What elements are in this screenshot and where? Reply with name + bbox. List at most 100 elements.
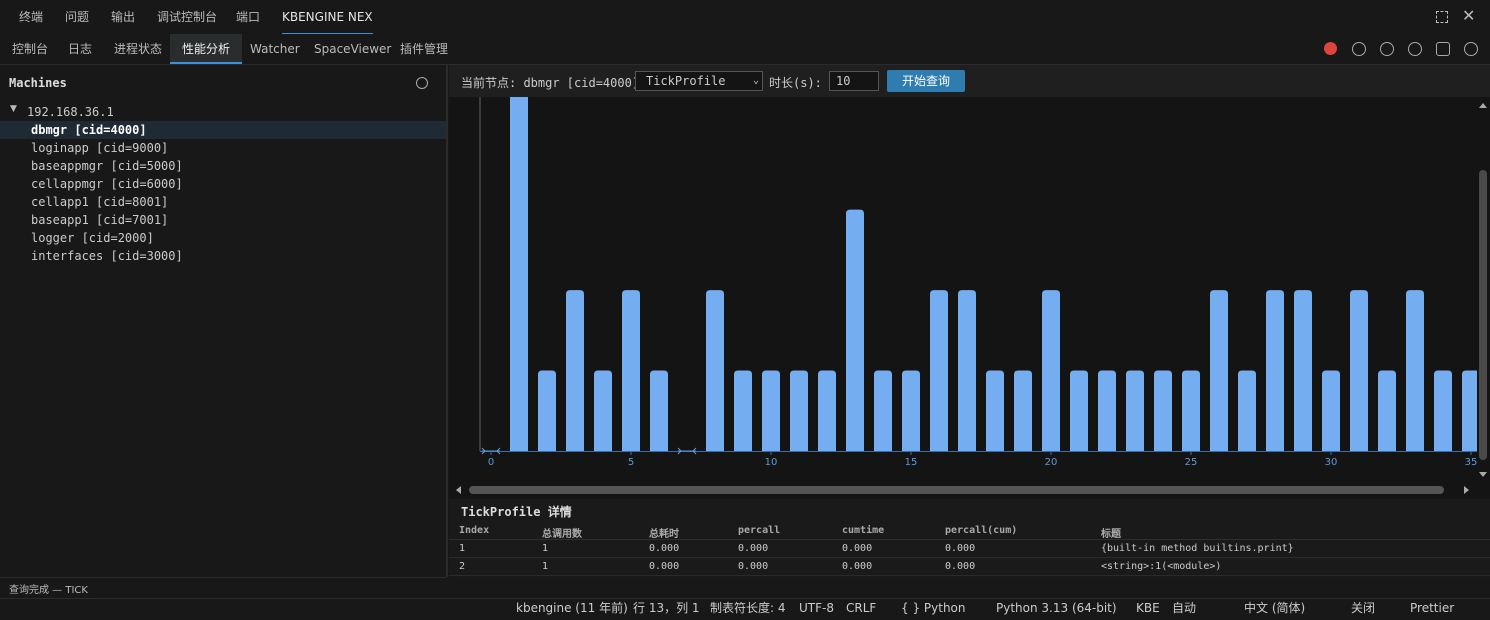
bar [566,290,584,451]
tree-item[interactable]: baseappmgr [cid=5000] [31,159,183,173]
bar [930,290,948,451]
panel-tab[interactable]: 插件管理 [400,42,449,56]
refresh-icon[interactable] [416,77,428,89]
tree-item[interactable]: cellappmgr [cid=6000] [31,177,183,191]
tree-item[interactable]: baseapp1 [cid=7001] [31,213,169,227]
tree-root[interactable]: 192.168.36.1 [27,105,114,119]
x-tick-label: 10 [765,457,778,468]
bar [902,370,920,451]
panel-tab[interactable]: 性能分析 [170,34,243,64]
cell: 0.000 [945,543,976,554]
bar [1266,290,1284,451]
bar [1098,370,1116,451]
bar [1406,290,1424,451]
close-icon[interactable]: ✕ [1462,6,1476,25]
zero-bar [677,447,697,455]
cell: 1 [542,543,549,554]
bar [1070,370,1088,451]
status-item[interactable]: 中文 (简体) [1244,601,1306,615]
panel-tab[interactable]: Watcher [250,42,300,56]
x-tick-label: 35 [1465,457,1478,468]
cell: 2 [459,561,466,572]
sidebar-status: 查询完成 — TICK [9,585,88,596]
tree-item[interactable]: loginapp [cid=9000] [31,141,169,155]
panel-tab[interactable]: 日志 [68,42,93,56]
tool-icon[interactable] [1408,42,1422,56]
sidebar-status-bar [0,577,446,599]
maximize-icon[interactable] [1436,11,1448,23]
status-item[interactable]: 行 13，列 1 [633,601,700,615]
bar [1154,370,1172,451]
top-tab[interactable]: 终端 [19,10,44,24]
robot-icon[interactable] [1436,42,1450,56]
bar [1182,370,1200,451]
x-tick-label: 30 [1325,457,1338,468]
cell: {built-in method builtins.print} [1101,543,1294,554]
status-item[interactable]: 制表符长度: 4 [710,601,786,615]
status-bar [0,598,1490,620]
top-tab[interactable]: 输出 [111,10,136,24]
restart-icon[interactable] [1352,42,1366,56]
bar [1350,290,1368,451]
status-item[interactable]: UTF-8 [799,601,834,615]
top-tab[interactable]: 问题 [65,10,90,24]
status-item[interactable]: 关闭 [1351,601,1376,615]
bar [1294,290,1312,451]
row-rule [449,557,1490,558]
sidebar [0,65,448,577]
x-tick-label: 20 [1045,457,1058,468]
settings-icon[interactable] [1464,42,1478,56]
bar [1322,370,1340,451]
bar [818,370,836,451]
status-item[interactable]: 自动 [1172,601,1197,615]
bar [986,370,1004,451]
bar [1462,370,1477,451]
tree-item[interactable]: interfaces [cid=3000] [31,249,183,263]
bar [1126,370,1144,451]
profile-select[interactable]: TickProfile ⌄ [635,71,763,91]
query-button[interactable]: 开始查询 [887,70,965,92]
duration-label: 时长(s): [769,76,822,90]
tree-item[interactable]: dbmgr [cid=4000] [31,123,147,137]
status-item[interactable]: Python 3.13 (64-bit) [996,601,1117,615]
duration-input[interactable]: 10 [829,71,879,91]
bar [538,370,556,451]
status-item[interactable]: Prettier [1410,601,1455,615]
panel-tab[interactable]: 控制台 [12,42,49,56]
x-tick-label: 5 [628,457,634,468]
cell: 0.000 [738,543,769,554]
cell: 1 [459,543,466,554]
stop-icon[interactable] [1324,42,1337,55]
status-item[interactable]: { } Python [901,601,966,615]
tree-item[interactable]: logger [cid=2000] [31,231,154,245]
bar [734,370,752,451]
panel-tab[interactable]: SpaceViewer [314,42,392,56]
column-header: 总耗时 [649,529,679,540]
v-scroll-thumb [1479,170,1487,460]
column-header: cumtime [842,525,885,536]
cell: 0.000 [649,543,680,554]
v-scroll-up [1479,103,1487,108]
bar [1014,370,1032,451]
bar [1210,290,1228,451]
bar [958,290,976,451]
bar [510,97,528,451]
status-item[interactable]: kbengine (11 年前) [516,601,628,615]
tool-icon[interactable] [1380,42,1394,56]
sidebar-title: Machines [9,76,67,90]
column-header: 标题 [1101,529,1121,540]
plot [510,97,1477,451]
tree-item[interactable]: cellapp1 [cid=8001] [31,195,169,209]
cell: 0.000 [945,561,976,572]
tree-toggle[interactable]: ▼ [10,104,17,114]
status-item[interactable]: KBE [1136,601,1160,615]
top-tab[interactable]: 调试控制台 [157,10,218,24]
x-tick-label: 25 [1185,457,1198,468]
status-item[interactable]: CRLF [846,601,877,615]
panel-tab[interactable]: 进程状态 [114,42,163,56]
node-label: 当前节点: dbmgr [cid=4000] [461,76,640,90]
top-tab[interactable]: 端口 [236,10,261,24]
top-tab[interactable]: KBENGINE NEX [282,0,373,34]
bar [762,370,780,451]
